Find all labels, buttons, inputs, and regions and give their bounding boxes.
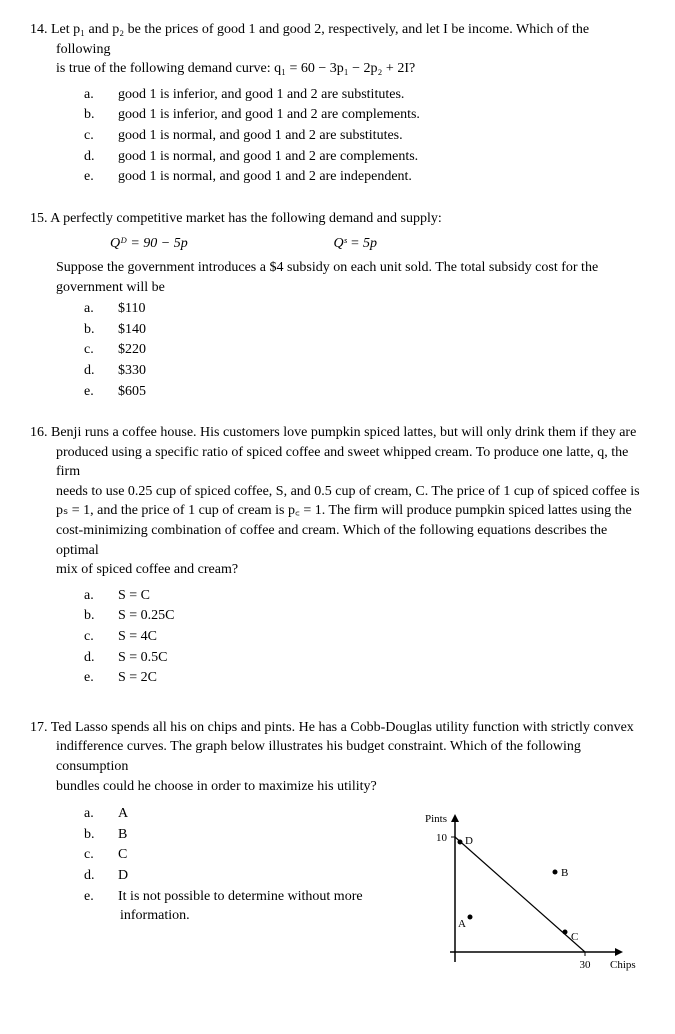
q16-option-d: d.S = 0.5C	[102, 648, 645, 668]
q15-supply-eq: Qˢ = 5p	[334, 236, 378, 251]
q16-option-e-text: S = 2C	[118, 670, 157, 685]
q14-option-e: e.good 1 is normal, and good 1 and 2 are…	[102, 167, 645, 187]
q16-option-b: b.S = 0.25C	[102, 606, 645, 626]
svg-text:10: 10	[436, 832, 448, 844]
svg-text:30: 30	[580, 959, 592, 971]
q16-options: a.S = C b.S = 0.25C c.S = 4C d.S = 0.5C …	[30, 586, 645, 688]
svg-text:C: C	[571, 931, 578, 943]
q16-number: 16.	[30, 425, 48, 440]
svg-text:D: D	[465, 835, 473, 847]
q15-option-a-text: $110	[118, 301, 145, 316]
q17-option-c: c.C	[102, 845, 375, 865]
q16-option-c: c.S = 4C	[102, 627, 645, 647]
q15-option-d-text: $330	[118, 363, 146, 378]
q16-option-e: e.S = 2C	[102, 668, 645, 688]
q15-equations: Qᴰ = 90 − 5p Qˢ = 5p	[30, 234, 645, 254]
q15-option-c: c.$220	[102, 340, 645, 360]
q16-option-b-text: S = 0.25C	[118, 608, 175, 623]
q15-option-a: a.$110	[102, 299, 645, 319]
q14-number: 14.	[30, 22, 48, 37]
q17-option-e-text: It is not possible to determine without …	[118, 889, 363, 924]
q16-stem-line1: Benji runs a coffee house. His customers…	[51, 425, 636, 440]
q14-stem: 14. Let p₁ and p₂ be the prices of good …	[30, 20, 645, 79]
q15-options: a.$110 b.$140 c.$220 d.$330 e.$605	[30, 299, 645, 401]
q15-option-c-text: $220	[118, 342, 146, 357]
q14-option-a-text: good 1 is inferior, and good 1 and 2 are…	[118, 87, 404, 102]
question-14: 14. Let p₁ and p₂ be the prices of good …	[30, 20, 645, 187]
q16-option-a: a.S = C	[102, 586, 645, 606]
q14-option-b-text: good 1 is inferior, and good 1 and 2 are…	[118, 107, 420, 122]
q17-stem-line3: bundles could he choose in order to maxi…	[56, 779, 377, 794]
q14-option-b: b.good 1 is inferior, and good 1 and 2 a…	[102, 105, 645, 125]
q14-option-d-text: good 1 is normal, and good 1 and 2 are c…	[118, 149, 418, 164]
q14-stem-line2: is true of the following demand curve: q…	[56, 61, 415, 76]
q15-stem2: Suppose the government introduces a $4 s…	[30, 258, 645, 297]
q15-option-d: d.$330	[102, 361, 645, 381]
budget-constraint-graph: 10 30 Pints Chips A B C D	[415, 802, 645, 992]
q15-stem: 15. A perfectly competitive market has t…	[30, 209, 645, 229]
q14-option-c: c.good 1 is normal, and good 1 and 2 are…	[102, 126, 645, 146]
q17-option-b-text: B	[118, 827, 127, 842]
q17-option-e: e.It is not possible to determine withou…	[102, 887, 375, 926]
q17-option-c-text: C	[118, 847, 127, 862]
question-17: 17. Ted Lasso spends all his on chips an…	[30, 718, 645, 992]
q17-number: 17.	[30, 720, 48, 735]
q16-stem-line5: cost-minimizing combination of coffee an…	[56, 523, 607, 558]
svg-text:Pints: Pints	[425, 813, 447, 825]
q15-option-e: e.$605	[102, 382, 645, 402]
question-16: 16. Benji runs a coffee house. His custo…	[30, 423, 645, 688]
q17-stem-line1: Ted Lasso spends all his on chips and pi…	[51, 720, 634, 735]
q15-option-b-text: $140	[118, 322, 146, 337]
q17-options: a.A b.B c.C d.D e.It is not possible to …	[30, 804, 375, 926]
q17-stem-line2: indifference curves. The graph below ill…	[56, 739, 581, 774]
q17-option-d: d.D	[102, 866, 375, 886]
q15-stem2-line1: Suppose the government introduces a $4 s…	[56, 260, 598, 275]
q16-option-a-text: S = C	[118, 588, 150, 603]
q17-chart: 10 30 Pints Chips A B C D	[415, 802, 645, 992]
q14-stem-line1: Let p₁ and p₂ be the prices of good 1 an…	[51, 22, 589, 57]
q14-option-a: a.good 1 is inferior, and good 1 and 2 a…	[102, 85, 645, 105]
svg-text:B: B	[561, 867, 568, 879]
q17-option-a-text: A	[118, 806, 128, 821]
svg-text:A: A	[458, 918, 466, 930]
q15-option-e-text: $605	[118, 384, 146, 399]
q17-option-b: b.B	[102, 825, 375, 845]
q17-option-a: a.A	[102, 804, 375, 824]
q15-number: 15.	[30, 211, 48, 226]
q14-option-e-text: good 1 is normal, and good 1 and 2 are i…	[118, 169, 412, 184]
q16-stem: 16. Benji runs a coffee house. His custo…	[30, 423, 645, 580]
q15-demand-eq: Qᴰ = 90 − 5p	[110, 234, 330, 254]
q16-stem-line4: pₛ = 1, and the price of 1 cup of cream …	[56, 503, 632, 518]
q15-stem2-line2: government will be	[56, 280, 165, 295]
q14-options: a.good 1 is inferior, and good 1 and 2 a…	[30, 85, 645, 187]
q15-stem-text: A perfectly competitive market has the f…	[50, 211, 442, 226]
q16-option-d-text: S = 0.5C	[118, 650, 168, 665]
q16-option-c-text: S = 4C	[118, 629, 157, 644]
q17-stem: 17. Ted Lasso spends all his on chips an…	[30, 718, 645, 796]
svg-text:Chips: Chips	[610, 959, 636, 971]
q17-option-d-text: D	[118, 868, 128, 883]
q16-stem-line6: mix of spiced coffee and cream?	[56, 562, 238, 577]
q14-option-d: d.good 1 is normal, and good 1 and 2 are…	[102, 147, 645, 167]
q16-stem-line3: needs to use 0.25 cup of spiced coffee, …	[56, 484, 640, 499]
question-15: 15. A perfectly competitive market has t…	[30, 209, 645, 401]
q16-stem-line2: produced using a specific ratio of spice…	[56, 445, 628, 480]
q15-option-b: b.$140	[102, 320, 645, 340]
q14-option-c-text: good 1 is normal, and good 1 and 2 are s…	[118, 128, 403, 143]
